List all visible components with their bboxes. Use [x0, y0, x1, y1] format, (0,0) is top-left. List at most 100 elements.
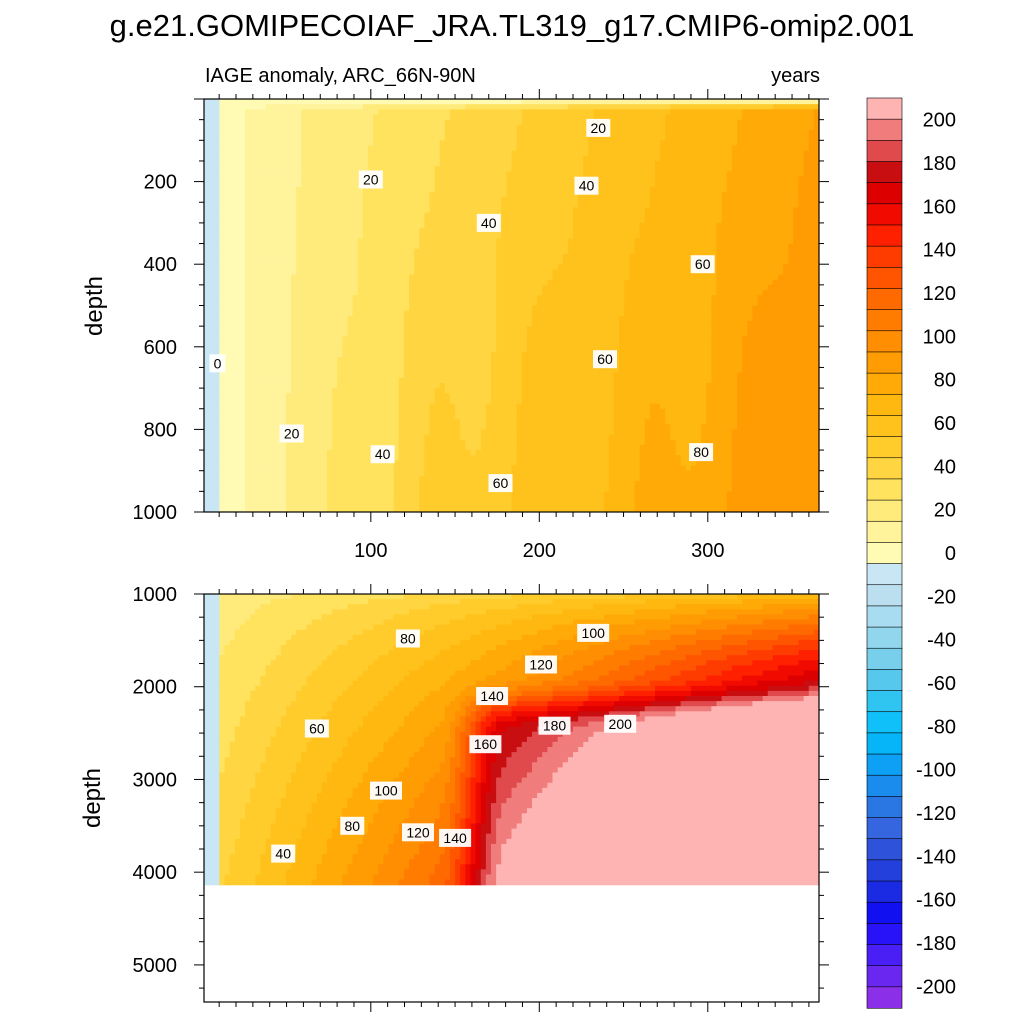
- field-cell: [265, 217, 272, 224]
- field-cell: [475, 300, 482, 307]
- field-cell: [368, 439, 374, 446]
- field-cell: [342, 253, 349, 260]
- field-cell: [204, 104, 210, 110]
- field-cell: [337, 264, 343, 270]
- field-cell: [491, 496, 497, 503]
- field-cell: [255, 217, 261, 224]
- field-cell: [275, 336, 282, 343]
- field-cell: [465, 109, 472, 116]
- field-cell: [450, 186, 456, 193]
- field-cell: [419, 171, 425, 178]
- field-cell: [270, 501, 277, 508]
- field-cell: [337, 331, 343, 338]
- field-cell: [403, 228, 410, 234]
- field-cell: [485, 465, 492, 472]
- field-cell: [450, 171, 456, 178]
- field-cell: [270, 114, 277, 121]
- field-cell: [378, 217, 384, 224]
- field-cell: [342, 186, 349, 193]
- field-cell: [409, 212, 415, 219]
- field-cell: [455, 166, 461, 172]
- field-cell: [429, 171, 436, 178]
- field-cell: [342, 150, 349, 157]
- field-cell: [316, 331, 323, 338]
- field-cell: [388, 424, 395, 430]
- field-cell: [424, 501, 431, 508]
- field-cell: [414, 197, 420, 203]
- field-cell: [450, 160, 456, 167]
- field-cell: [352, 181, 359, 188]
- field-cell: [439, 362, 446, 369]
- field-cell: [511, 104, 518, 110]
- field-cell: [275, 486, 282, 492]
- field-cell: [337, 300, 343, 307]
- field-cell: [373, 207, 379, 214]
- field-cell: [275, 455, 282, 461]
- field-cell: [245, 176, 251, 183]
- field-cell: [383, 481, 390, 487]
- field-cell: [388, 99, 395, 105]
- field-cell: [209, 155, 215, 162]
- field-cell: [301, 166, 308, 172]
- field-cell: [419, 382, 425, 389]
- field-cell: [296, 450, 302, 456]
- field-cell: [219, 326, 226, 332]
- field-cell: [378, 393, 384, 400]
- field-cell: [245, 501, 251, 508]
- field-cell: [250, 135, 256, 141]
- field-cell: [270, 486, 277, 492]
- field-cell: [332, 413, 338, 420]
- field-cell: [368, 486, 374, 492]
- field-cell: [301, 259, 308, 265]
- field-cell: [204, 372, 210, 379]
- field-cell: [219, 501, 226, 508]
- field-cell: [239, 176, 246, 183]
- field-cell: [245, 413, 251, 420]
- field-cell: [209, 413, 215, 420]
- field-cell: [383, 129, 390, 136]
- field-cell: [373, 124, 379, 131]
- field-cell: [485, 336, 492, 343]
- field-cell: [419, 455, 425, 461]
- field-cell: [450, 470, 456, 477]
- field-cell: [209, 109, 215, 116]
- field-cell: [296, 140, 302, 147]
- field-cell: [455, 491, 461, 498]
- field-cell: [332, 238, 338, 245]
- field-cell: [403, 372, 410, 379]
- field-cell: [383, 393, 390, 400]
- field-cell: [296, 238, 302, 245]
- field-cell: [424, 264, 431, 270]
- field-cell: [414, 326, 420, 332]
- field-cell: [465, 357, 472, 363]
- field-cell: [368, 166, 374, 172]
- field-cell: [250, 129, 256, 136]
- field-cell: [342, 171, 349, 178]
- field-cell: [306, 455, 313, 461]
- field-cell: [209, 129, 215, 136]
- field-cell: [460, 481, 466, 487]
- field-cell: [357, 274, 364, 281]
- field-cell: [470, 119, 477, 126]
- field-cell: [496, 372, 502, 379]
- field-cell: [239, 140, 246, 147]
- field-cell: [321, 290, 328, 296]
- field-cell: [424, 341, 431, 348]
- field-cell: [265, 253, 272, 260]
- field-cell: [506, 465, 513, 472]
- field-cell: [444, 259, 451, 265]
- field-cell: [403, 145, 410, 152]
- field-cell: [496, 398, 502, 405]
- field-cell: [296, 233, 302, 239]
- field-cell: [352, 413, 359, 420]
- field-cell: [286, 388, 292, 394]
- field-cell: [327, 460, 333, 467]
- field-cell: [342, 135, 349, 141]
- field-cell: [373, 222, 379, 229]
- field-cell: [429, 398, 436, 405]
- field-cell: [450, 496, 456, 503]
- field-cell: [460, 135, 466, 141]
- field-cell: [378, 248, 384, 255]
- field-cell: [286, 228, 292, 234]
- field-cell: [286, 315, 292, 322]
